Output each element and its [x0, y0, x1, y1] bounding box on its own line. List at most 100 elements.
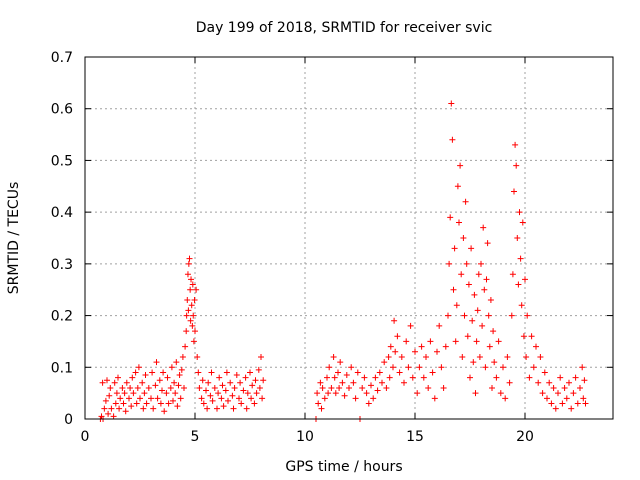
- data-point: [386, 374, 393, 381]
- data-point: [341, 392, 348, 399]
- data-point: [238, 400, 245, 407]
- data-point: [112, 400, 119, 407]
- data-point: [552, 405, 559, 412]
- data-point: [163, 390, 170, 397]
- data-point: [178, 366, 185, 373]
- data-point: [517, 255, 524, 262]
- data-point: [447, 214, 454, 221]
- data-point: [237, 379, 244, 386]
- data-point: [515, 281, 522, 288]
- data-point: [248, 395, 255, 402]
- data-point: [352, 395, 359, 402]
- data-point: [256, 384, 263, 391]
- data-point: [528, 333, 535, 340]
- data-point: [219, 382, 226, 389]
- data-point: [324, 374, 330, 381]
- data-point: [240, 387, 247, 394]
- data-point: [502, 395, 509, 402]
- data-point: [442, 343, 449, 350]
- data-point: [471, 291, 478, 298]
- data-point: [568, 405, 575, 412]
- data-point: [102, 397, 109, 404]
- data-point: [135, 364, 142, 371]
- data-point: [412, 348, 418, 355]
- data-point: [189, 322, 196, 329]
- data-point: [185, 260, 192, 267]
- data-point: [176, 372, 183, 379]
- data-point: [580, 395, 587, 402]
- data-point: [230, 405, 237, 412]
- data-point: [533, 343, 539, 350]
- data-point: [403, 338, 410, 345]
- data-point: [188, 276, 195, 283]
- data-point: [407, 322, 414, 329]
- data-point: [454, 183, 461, 190]
- data-point: [141, 390, 148, 397]
- data-point: [363, 390, 370, 397]
- data-point: [370, 395, 377, 402]
- data-point: [214, 405, 220, 412]
- data-point: [535, 379, 542, 386]
- y-tick-label: 0.4: [51, 205, 73, 221]
- data-point: [251, 400, 258, 407]
- data-point: [436, 322, 443, 329]
- data-point: [116, 405, 123, 412]
- data-point: [117, 395, 124, 402]
- data-point: [209, 397, 216, 404]
- data-point: [126, 395, 132, 402]
- data-point: [153, 359, 160, 366]
- data-point: [156, 377, 163, 384]
- data-point: [544, 395, 550, 402]
- data-point: [190, 338, 197, 345]
- data-point: [487, 297, 494, 304]
- data-point: [319, 384, 326, 391]
- data-point: [150, 405, 157, 412]
- data-point: [189, 281, 196, 288]
- data-point: [218, 395, 225, 402]
- data-point: [524, 312, 531, 319]
- data-point: [123, 379, 130, 386]
- data-point: [459, 353, 466, 360]
- data-point: [376, 369, 383, 376]
- data-point: [215, 390, 222, 397]
- data-point: [216, 374, 223, 381]
- data-point: [530, 364, 537, 371]
- data-point: [484, 240, 491, 247]
- data-point: [350, 379, 357, 386]
- data-point: [223, 369, 230, 376]
- data-point: [192, 328, 198, 335]
- data-point: [208, 369, 215, 376]
- data-point: [127, 384, 134, 391]
- data-point: [130, 390, 137, 397]
- data-point: [526, 374, 533, 381]
- data-point: [365, 400, 372, 407]
- data-point: [167, 384, 174, 391]
- data-point: [225, 397, 231, 404]
- data-point: [431, 395, 438, 402]
- data-point: [497, 390, 504, 397]
- data-point: [418, 343, 425, 350]
- y-tick-label: 0.5: [51, 153, 73, 169]
- data-point: [331, 374, 338, 381]
- data-point: [115, 374, 121, 381]
- data-point: [174, 403, 181, 410]
- data-point: [171, 379, 178, 386]
- data-marks: [97, 100, 589, 422]
- data-point: [523, 353, 530, 360]
- data-point: [229, 392, 236, 399]
- data-point: [328, 384, 335, 391]
- data-point: [160, 369, 167, 376]
- data-point: [227, 379, 234, 386]
- data-point: [440, 384, 447, 391]
- data-point: [361, 374, 368, 381]
- data-point: [132, 369, 139, 376]
- data-point: [582, 400, 589, 407]
- data-point: [480, 224, 487, 231]
- data-point: [451, 245, 458, 252]
- x-tick-label: 0: [81, 429, 90, 445]
- data-point: [139, 379, 146, 386]
- data-point: [420, 374, 427, 381]
- data-point: [572, 374, 579, 381]
- data-point: [187, 286, 194, 293]
